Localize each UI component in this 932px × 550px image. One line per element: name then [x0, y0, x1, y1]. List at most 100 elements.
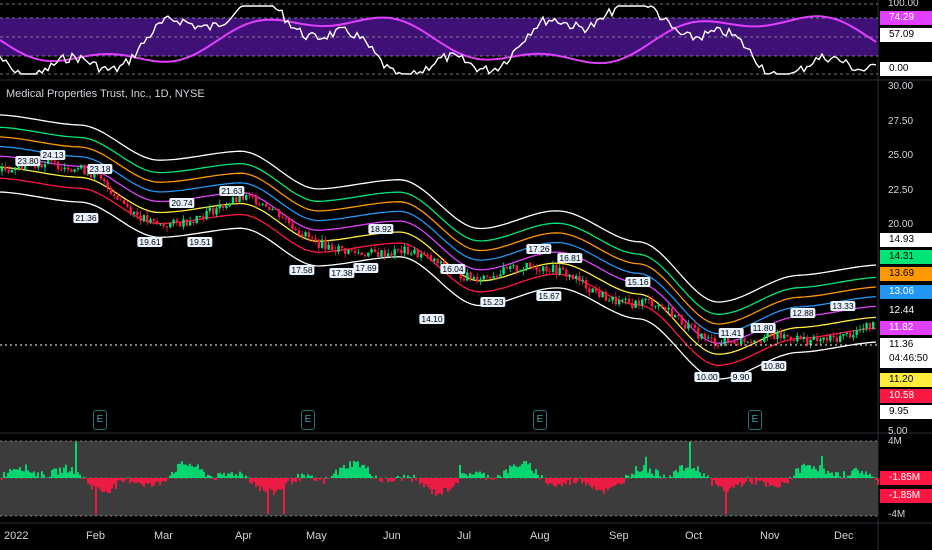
candle-body: [221, 204, 225, 208]
earnings-marker[interactable]: E: [533, 410, 547, 430]
flow-bar: [759, 478, 761, 481]
flow-bar: [863, 474, 865, 478]
flow-bar: [565, 478, 567, 485]
candle-body: [634, 300, 637, 308]
flow-bar: [733, 478, 735, 488]
candle-body: [113, 193, 116, 196]
flow-bar: [149, 478, 151, 483]
flow-bar: [741, 478, 743, 487]
candle-body: [614, 296, 617, 305]
candle-body: [281, 217, 284, 219]
flow-bar: [35, 476, 37, 478]
candle-body: [301, 234, 304, 237]
candle-body: [126, 204, 129, 207]
bar-countdown: 04:46:50: [889, 353, 928, 364]
candle-body: [7, 170, 10, 173]
earnings-marker[interactable]: E: [301, 410, 315, 430]
envelope-band: [0, 136, 877, 325]
flow-bar: [123, 478, 125, 483]
candle-body: [683, 324, 687, 329]
flow-bar: [597, 478, 599, 491]
flow-bar: [129, 478, 131, 484]
flow-bar: [461, 473, 463, 478]
flow-bar: [221, 474, 223, 478]
candle-body: [261, 203, 264, 205]
flow-bar: [663, 474, 665, 478]
flow-bar: [617, 478, 619, 484]
candle-body: [812, 336, 815, 340]
flow-bar: [627, 475, 629, 478]
flow-bar: [173, 473, 175, 478]
flow-bar: [507, 473, 509, 478]
flow-bar: [771, 478, 773, 486]
flow-bar: [797, 468, 799, 478]
candle-body: [713, 338, 716, 346]
candle-body: [146, 215, 149, 223]
flow-bar: [611, 478, 613, 488]
flow-bar: [167, 478, 169, 480]
flow-bar: [475, 471, 477, 478]
flow-bar: [87, 478, 89, 484]
candle-body: [311, 237, 314, 239]
flow-bar: [559, 478, 561, 484]
time-tick: Mar: [154, 530, 173, 542]
time-tick: Oct: [685, 530, 703, 542]
flow-bar: [157, 478, 159, 482]
earnings-marker[interactable]: E: [748, 410, 762, 430]
flow-bar: [29, 472, 31, 478]
flow-bar: [273, 478, 275, 496]
flow-bar: [661, 478, 663, 479]
flow-bar: [263, 478, 265, 491]
candle-body: [469, 272, 472, 280]
flow-bar: [93, 478, 95, 486]
flow-bar: [721, 478, 723, 488]
candle-body: [845, 332, 848, 334]
price-annotation: 17.58: [289, 265, 315, 275]
candle-body: [502, 266, 505, 275]
candle-body: [406, 246, 410, 255]
candle-body: [50, 160, 53, 162]
candle-body: [657, 304, 660, 307]
flow-bar: [657, 470, 659, 478]
candle-body: [433, 258, 436, 261]
price-annotation: 18.92: [368, 224, 394, 234]
flow-bar: [551, 478, 553, 484]
flow-bar: [587, 478, 589, 483]
flow-bar: [177, 463, 179, 478]
flow-bar: [619, 478, 621, 485]
price-annotation: 10.00: [694, 372, 720, 382]
candle-body: [716, 345, 720, 347]
candle-body: [103, 178, 106, 182]
flow-bar: [43, 474, 45, 478]
flow-bar: [411, 478, 413, 482]
flow-bar: [25, 464, 27, 478]
flow-bar: [419, 478, 421, 485]
flow-bar: [245, 475, 247, 478]
earnings-marker[interactable]: E: [93, 410, 107, 430]
flow-bar: [613, 478, 615, 487]
candle-body: [386, 253, 390, 257]
candle-body: [561, 267, 565, 270]
flow-bar: [15, 469, 17, 478]
flow-bar: [873, 477, 875, 478]
flow-bar: [301, 473, 303, 478]
candle-body: [66, 167, 70, 170]
flow-bar: [539, 478, 541, 480]
flow-bar: [213, 478, 215, 480]
flow-bar: [473, 474, 475, 478]
candle-body: [617, 300, 621, 305]
flow-bar: [425, 478, 427, 485]
candle-body: [848, 332, 852, 338]
flow-bar: [511, 466, 513, 478]
flow-bar: [403, 474, 405, 478]
candle-body: [228, 203, 231, 206]
candle-body: [591, 288, 594, 293]
envelope-band: [0, 145, 877, 335]
flow-bar: [789, 476, 791, 478]
flow-bar: [513, 464, 515, 478]
flow-bar: [599, 478, 601, 490]
flow-bar: [413, 474, 415, 478]
price-annotation: 19.61: [137, 237, 163, 247]
candle-body: [182, 219, 185, 227]
